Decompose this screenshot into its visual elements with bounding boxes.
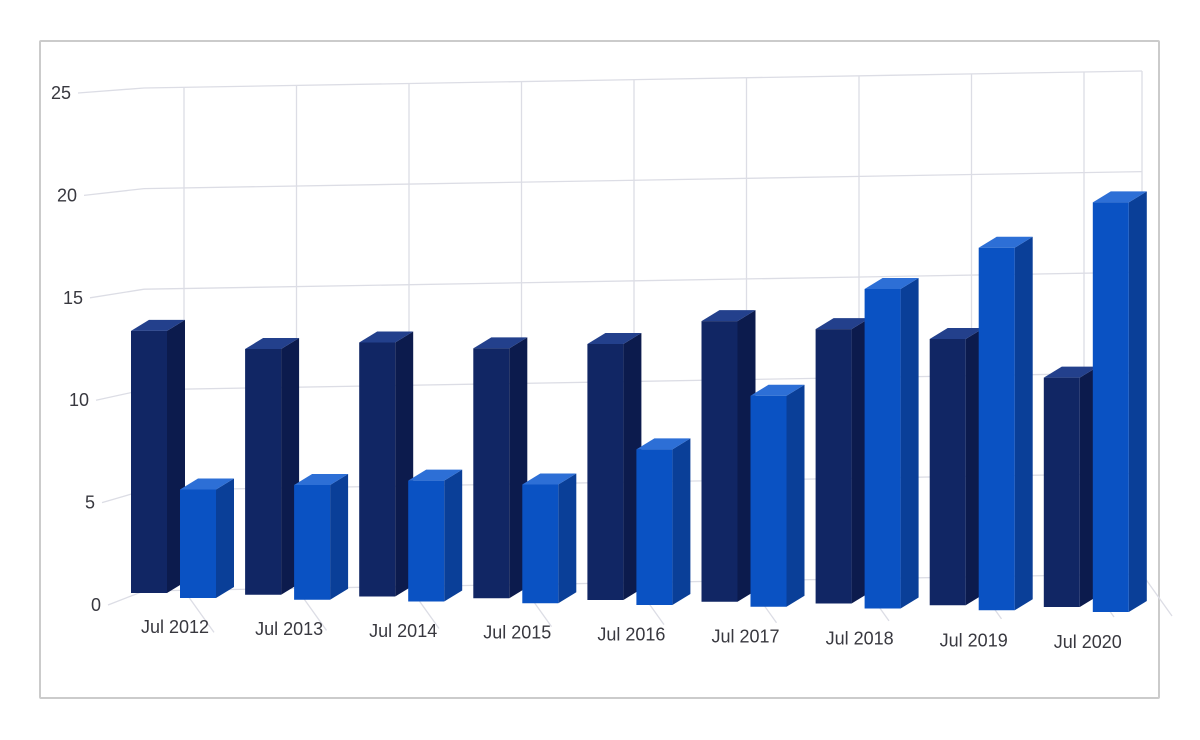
bar-front-face — [864, 289, 901, 609]
y-gridline — [143, 271, 1143, 290]
bar-top-face — [1092, 191, 1147, 203]
bar-top-face — [522, 473, 577, 485]
y-tick-label: 25 — [51, 83, 71, 103]
bar-series-2-jul-2012[interactable] — [180, 478, 234, 598]
x-category-label: Jul 2016 — [597, 625, 665, 645]
y-tick-elbow — [107, 590, 145, 606]
bar-top-face — [750, 384, 805, 396]
bar-series-1-jul-2014[interactable] — [359, 331, 414, 597]
bar-front-face — [1043, 377, 1080, 607]
bar-front-face — [131, 330, 167, 593]
bar-series-1-jul-2019[interactable] — [929, 328, 984, 606]
bar-top-face — [131, 319, 185, 331]
bar-top-face — [180, 478, 234, 490]
bar-top-face — [587, 333, 642, 344]
x-category-label: Jul 2020 — [1054, 632, 1122, 652]
y-tick-label: 0 — [91, 595, 101, 615]
bar-series-1-jul-2017[interactable] — [701, 310, 756, 602]
bar-top-face — [294, 474, 349, 486]
bar-side-face — [330, 474, 349, 600]
bar-side-face — [1128, 191, 1147, 612]
bar-series-2-jul-2016[interactable] — [636, 438, 691, 605]
bar-front-face — [245, 348, 282, 595]
y-gridline — [143, 170, 1143, 190]
bar-top-face — [815, 318, 870, 330]
bar-front-face — [522, 484, 559, 604]
bar-series-1-jul-2015[interactable] — [473, 337, 528, 599]
bar-side-face — [216, 478, 234, 598]
bar-front-face — [636, 449, 673, 605]
bar-side-face — [672, 438, 691, 605]
y-tick-elbow — [89, 288, 145, 299]
bar-side-face — [900, 278, 919, 609]
bar-series-2-jul-2015[interactable] — [522, 473, 577, 604]
bar-top-face — [473, 337, 528, 349]
bar-front-face — [359, 342, 396, 597]
bar-series-2-jul-2019[interactable] — [978, 236, 1033, 611]
bar-front-face — [587, 344, 624, 600]
x-category-label: Jul 2019 — [940, 630, 1008, 650]
bar-front-face — [750, 395, 787, 607]
bar-top-face — [864, 278, 919, 290]
bar-front-face — [815, 329, 852, 604]
x-category-label: Jul 2018 — [826, 628, 894, 648]
bar-series-1-jul-2020[interactable] — [1043, 366, 1098, 607]
y-tick-label: 10 — [69, 390, 89, 410]
y-tick-label: 5 — [85, 493, 95, 513]
x-category-label: Jul 2014 — [369, 621, 437, 641]
bar-top-face — [636, 438, 691, 450]
bar-top-face — [1043, 366, 1098, 378]
bar-top-face — [701, 310, 756, 322]
bar-side-face — [786, 384, 805, 607]
bar-series-2-jul-2014[interactable] — [408, 469, 463, 602]
bar-top-face — [359, 331, 414, 343]
bar-front-face — [929, 339, 966, 606]
bar-series-2-jul-2018[interactable] — [864, 278, 919, 609]
bar-side-face — [444, 469, 463, 602]
x-category-label: Jul 2012 — [141, 617, 209, 637]
bar-top-face — [929, 328, 984, 340]
bar-front-face — [473, 348, 510, 599]
bar-series-1-jul-2018[interactable] — [815, 318, 870, 604]
bar-front-face — [180, 489, 216, 598]
x-category-label: Jul 2015 — [483, 623, 551, 643]
bar-top-face — [245, 337, 300, 349]
y-tick-elbow — [77, 87, 145, 94]
bar-series-2-jul-2017[interactable] — [750, 384, 805, 607]
bar-series-1-jul-2012[interactable] — [131, 319, 185, 593]
bar-top-face — [408, 469, 463, 481]
bar-front-face — [294, 485, 331, 600]
x-category-label: Jul 2013 — [255, 619, 323, 639]
bar-series-1-jul-2016[interactable] — [587, 333, 642, 600]
y-tick-label: 20 — [57, 185, 77, 205]
bar-front-face — [408, 480, 445, 602]
bar-side-face — [1014, 236, 1033, 611]
bar-series-2-jul-2020[interactable] — [1092, 191, 1147, 612]
bar-series-2-jul-2013[interactable] — [294, 474, 349, 600]
bar-front-face — [1092, 202, 1129, 612]
bar-side-face — [558, 473, 577, 604]
y-tick-label: 15 — [63, 288, 83, 308]
bar-series-1-jul-2013[interactable] — [245, 337, 300, 595]
x-category-label: Jul 2017 — [711, 627, 779, 647]
y-tick-elbow — [83, 187, 145, 197]
bar-front-face — [978, 247, 1015, 611]
floor-tick-line — [1141, 573, 1173, 617]
bar-front-face — [701, 321, 738, 602]
bar-top-face — [978, 236, 1033, 248]
y-gridline — [143, 70, 1143, 89]
